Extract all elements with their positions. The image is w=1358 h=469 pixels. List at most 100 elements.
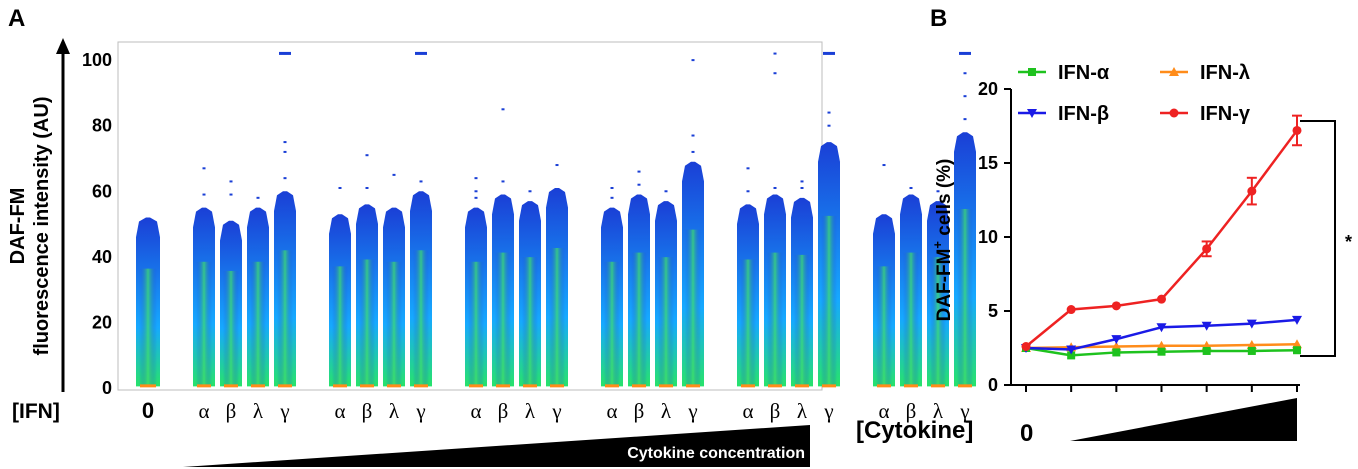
violin-core: [767, 252, 783, 387]
violin-base-marker: [224, 384, 238, 388]
violin-base-marker: [686, 384, 700, 388]
panel-a-x-label: β: [634, 399, 645, 423]
panel-a-violins: [136, 51, 976, 388]
panel-a-ifn-label: [IFN]: [12, 400, 60, 423]
violin-core: [495, 252, 511, 387]
violin-core: [332, 266, 348, 387]
panel-a-y-tick-label: 80: [92, 116, 112, 136]
data-point: [1246, 319, 1257, 329]
outlier-dot: [202, 193, 206, 196]
data-point: [1292, 315, 1302, 325]
violin-core: [930, 257, 946, 387]
outlier-dot: [474, 177, 478, 180]
panel-a-x-label: λ: [525, 399, 536, 423]
violin-base-marker: [496, 384, 510, 388]
panel-b-series: [1021, 114, 1302, 360]
outlier-dot: [773, 186, 777, 189]
violin-base-marker: [605, 384, 619, 388]
panel-a-y-ticks: 0 20 40 60 80 100: [82, 50, 112, 398]
panel-a-y-tick-label: 20: [92, 312, 112, 332]
violin-core: [359, 259, 375, 387]
outlier-dot: [283, 177, 287, 180]
panel-a-y-axis-arrowhead: [56, 38, 70, 54]
outlier-dot: [746, 167, 750, 170]
panel-b-y-tick-label: 10: [978, 227, 998, 247]
violin-core: [139, 268, 157, 387]
data-point: [1021, 342, 1031, 352]
violin-base-marker: [387, 384, 401, 388]
panel-b-y-tick-label: 5: [988, 301, 998, 321]
outlier-dot: [229, 180, 233, 183]
series-2: [1021, 315, 1302, 355]
violin-base-marker: [140, 384, 156, 388]
violin-base-marker: [414, 384, 428, 388]
panel-a-x-label: γ: [823, 399, 833, 423]
outlier-dot: [963, 95, 967, 98]
outlier-dot: [528, 190, 532, 193]
panel-a-y-tick-label: 60: [92, 181, 112, 201]
data-point: [1111, 341, 1122, 351]
legend-item: IFN-γ: [1160, 103, 1251, 125]
panel-b-xlabel: [Cytokine]: [856, 417, 973, 444]
outlier-dot: [637, 183, 641, 186]
panel-b-ylabel-sup: +: [930, 241, 945, 249]
violin-core: [794, 254, 810, 387]
outlier-dot: [365, 186, 369, 189]
data-point: [1112, 348, 1121, 357]
violin-core: [957, 208, 973, 387]
violin-base-marker: [197, 384, 211, 388]
outlier-dot: [691, 59, 695, 62]
panel-a-x-label: α: [606, 399, 617, 423]
violin-core: [386, 261, 402, 387]
panel-a-x-label: β: [906, 399, 917, 423]
outlier-dot: [936, 190, 940, 193]
panel-b-cytokine-wedge: [1070, 398, 1297, 441]
outlier-dot: [283, 150, 287, 153]
outlier-dot: [827, 124, 831, 127]
saturation-marker: [415, 51, 427, 55]
panel-b-y-tick-label: 0: [988, 375, 998, 395]
saturation-marker: [959, 51, 971, 55]
violin-core: [549, 247, 565, 387]
violin-core: [250, 261, 266, 387]
legend-label: IFN-α: [1058, 62, 1110, 84]
violin-core: [740, 259, 756, 387]
panel-b-y-tick-label: 20: [978, 79, 998, 99]
violin-core: [821, 215, 837, 387]
violin-base-marker: [768, 384, 782, 388]
legend-label: IFN-β: [1058, 103, 1109, 125]
outlier-dot: [474, 190, 478, 193]
violin-core: [223, 270, 239, 387]
data-point: [1027, 109, 1037, 118]
violin-core: [685, 229, 701, 387]
outlier-dot: [365, 154, 369, 157]
legend-item: IFN-α: [1018, 62, 1110, 84]
series-4: [1021, 114, 1302, 352]
violin-base-marker: [958, 384, 972, 388]
panel-b-ylabel-main: DAF-FM: [934, 249, 955, 322]
violin-base-marker: [469, 384, 483, 388]
violin-base-marker: [251, 384, 265, 388]
data-point: [1247, 346, 1256, 355]
outlier-dot: [283, 141, 287, 144]
panel-b-ylabel-rest: cells (%): [934, 159, 955, 241]
panel-a-x-label: γ: [551, 399, 561, 423]
panel-b-y-tick-label: 15: [978, 153, 998, 173]
panel-b-y-ticks: 0 5 10 15 20: [978, 79, 1011, 395]
data-point: [1156, 340, 1167, 350]
violin-base-marker: [822, 384, 836, 388]
panel-a-concentration-wedge: [183, 425, 810, 467]
data-point: [1247, 186, 1257, 196]
outlier-dot: [963, 118, 967, 121]
panel-a-x-label: λ: [389, 399, 400, 423]
panel-b-legend: IFN-α IFN-β IFN-λ IFN-γ: [1018, 62, 1251, 125]
violin-core: [196, 261, 212, 387]
outlier-dot: [338, 186, 342, 189]
violin-core: [631, 252, 647, 387]
panel-a-x-label: 0: [142, 398, 154, 423]
panel-a-x-label: γ: [959, 399, 969, 423]
data-point: [1157, 347, 1166, 356]
panel-a-concentration-label: Cytokine concentration: [627, 445, 805, 462]
